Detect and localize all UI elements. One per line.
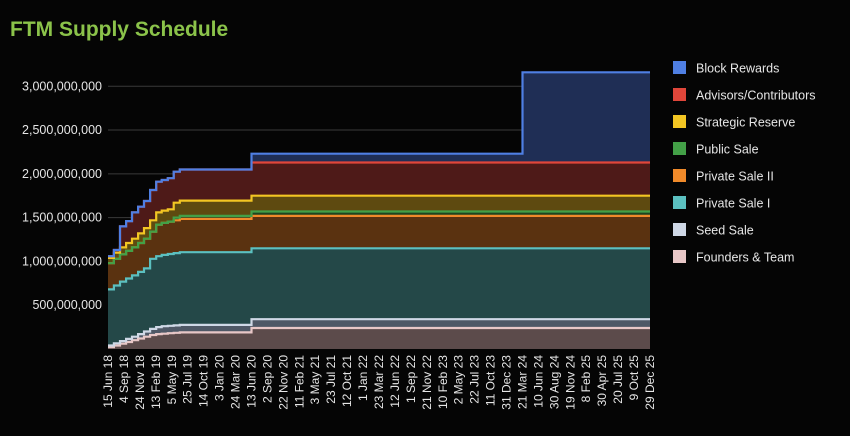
x-tick-label-11: 22 Nov 20	[276, 355, 290, 410]
legend-label-advisors-contributors: Advisors/Contributors	[696, 89, 816, 103]
legend-swatch-block-rewards	[673, 61, 686, 74]
legend: Block Rewards Advisors/Contributors Strate…	[673, 61, 816, 265]
x-tick-label-29: 19 Nov 24	[563, 355, 577, 410]
area-advisors-contributors	[108, 162, 650, 258]
legend-label-public-sale: Public Sale	[696, 143, 759, 157]
line-founders-team	[108, 326, 650, 349]
area-block-rewards	[108, 72, 650, 257]
line-block-rewards	[108, 71, 650, 258]
legend-swatch-private-sale-ii	[673, 169, 686, 182]
legend-label-private-sale-ii: Private Sale II	[696, 170, 774, 184]
y-tick-label-0: 500,000,000	[32, 298, 102, 312]
x-tick-label-32: 20 Jul 25	[611, 355, 625, 404]
area-private-sale-i	[108, 248, 650, 346]
x-axis: 15 Jun 18 4 Sep 18 24 Nov 18 13 Feb 19 5 May…	[101, 355, 657, 410]
x-tick-label-19: 1 Sep 22	[404, 355, 418, 403]
x-tick-label-27: 10 Jun 24	[531, 355, 545, 408]
x-tick-label-3: 13 Feb 19	[149, 355, 163, 409]
x-tick-label-2: 24 Nov 18	[133, 355, 147, 410]
legend-swatch-private-sale-i	[673, 196, 686, 209]
y-tick-label-3: 2,000,000,000	[22, 167, 102, 181]
series-areas	[108, 72, 650, 349]
x-tick-label-5: 25 Jul 19	[181, 355, 195, 404]
x-tick-label-7: 3 Jan 20	[213, 355, 227, 401]
line-private-sale-i	[108, 247, 650, 291]
x-tick-label-0: 15 Jun 18	[101, 355, 115, 408]
x-tick-label-25: 31 Dec 23	[500, 355, 514, 410]
legend-swatch-founders-team	[673, 250, 686, 263]
x-tick-label-23: 22 Jul 23	[468, 355, 482, 404]
legend-swatch-public-sale	[673, 142, 686, 155]
x-tick-label-13: 3 May 21	[308, 355, 322, 405]
x-tick-label-4: 5 May 19	[165, 355, 179, 405]
line-strategic-reserve	[108, 194, 650, 259]
line-seed-sale	[108, 318, 650, 347]
x-tick-label-14: 23 Jul 21	[324, 355, 338, 404]
legend-label-private-sale-i: Private Sale I	[696, 197, 770, 211]
y-tick-label-4: 2,500,000,000	[22, 123, 102, 137]
x-tick-label-1: 4 Sep 18	[117, 355, 131, 403]
x-tick-label-26: 21 Mar 24	[515, 355, 529, 409]
y-tick-label-5: 3,000,000,000	[22, 79, 102, 93]
area-private-sale-ii	[108, 215, 650, 290]
x-tick-label-22: 2 May 23	[452, 355, 466, 405]
x-tick-label-28: 30 Aug 24	[547, 355, 561, 409]
legend-label-seed-sale: Seed Sale	[696, 224, 754, 238]
x-tick-label-33: 9 Oct 25	[627, 355, 641, 401]
legend-swatch-seed-sale	[673, 223, 686, 236]
series-lines	[108, 71, 650, 349]
x-tick-label-20: 21 Nov 22	[420, 355, 434, 410]
legend-swatch-strategic-reserve	[673, 115, 686, 128]
y-axis: 500,000,000 1,000,000,000 1,500,000,000 2,0…	[22, 79, 102, 312]
x-tick-label-17: 23 Mar 22	[372, 355, 386, 409]
legend-label-founders-team: Founders & Team	[696, 251, 794, 265]
x-tick-label-10: 2 Sep 20	[260, 355, 274, 403]
area-seed-sale	[108, 319, 650, 348]
legend-label-block-rewards: Block Rewards	[696, 62, 779, 76]
x-tick-label-31: 30 Apr 25	[595, 355, 609, 407]
x-tick-label-30: 8 Feb 25	[579, 355, 593, 403]
y-tick-label-2: 1,500,000,000	[22, 211, 102, 225]
x-tick-label-18: 12 Jun 22	[388, 355, 402, 408]
x-tick-label-21: 10 Feb 23	[436, 355, 450, 409]
x-tick-label-24: 11 Oct 23	[484, 355, 498, 406]
legend-label-strategic-reserve: Strategic Reserve	[696, 116, 795, 130]
x-tick-label-16: 1 Jan 22	[356, 355, 370, 401]
area-strategic-reserve	[108, 195, 650, 264]
legend-swatch-advisors-contributors	[673, 88, 686, 101]
chart-title: FTM Supply Schedule	[10, 18, 229, 41]
x-tick-label-34: 29 Dec 25	[643, 355, 657, 410]
line-public-sale	[108, 210, 650, 265]
x-tick-label-12: 11 Feb 21	[292, 355, 306, 408]
x-tick-label-8: 24 Mar 20	[229, 355, 243, 409]
x-tick-label-9: 13 Jun 20	[244, 355, 258, 408]
y-tick-label-1: 1,000,000,000	[22, 254, 102, 268]
x-tick-label-15: 12 Oct 21	[340, 355, 354, 407]
x-tick-label-6: 14 Oct 19	[197, 355, 211, 407]
